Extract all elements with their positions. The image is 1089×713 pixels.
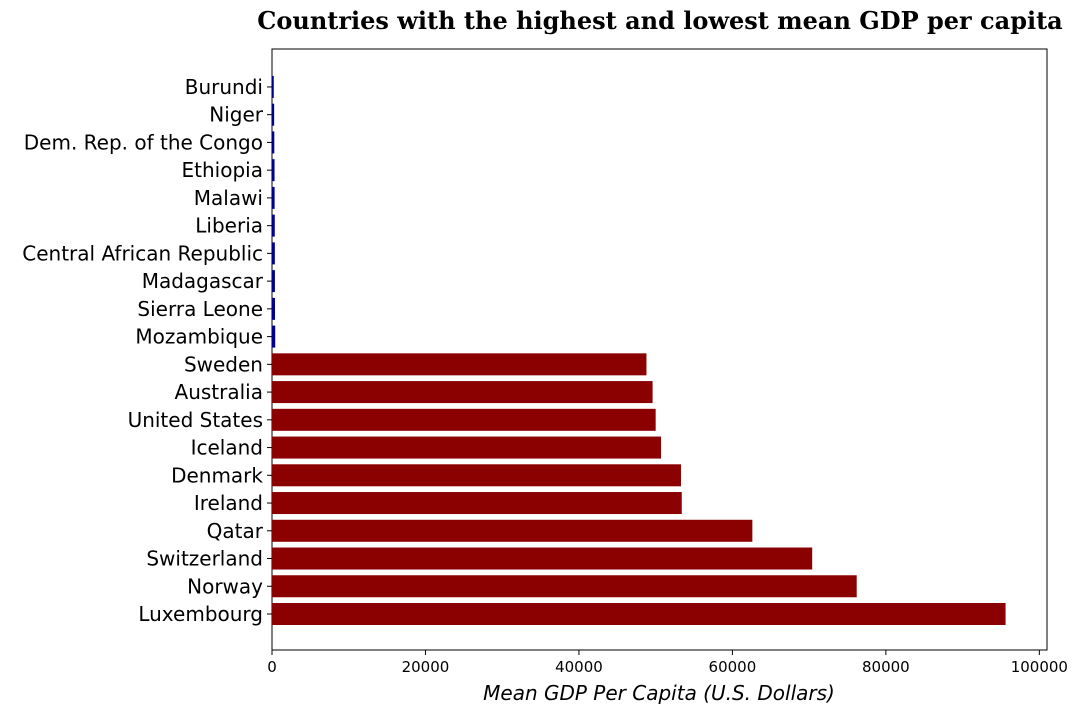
bar-ireland: [272, 492, 682, 515]
y-tick-label: Burundi: [185, 75, 263, 99]
x-ticks: 0 20000 40000 60000 80000 100000: [267, 650, 1068, 676]
bar-denmark: [272, 464, 681, 487]
y-tick-label: Switzerland: [146, 547, 263, 571]
bar-australia: [272, 381, 653, 404]
bar-luxembourg: [272, 603, 1006, 625]
bar-sweden: [272, 353, 647, 376]
y-tick-label: Malawi: [194, 186, 263, 210]
chart-title: Countries with the highest and lowest me…: [257, 6, 1062, 35]
x-tick-label: 80000: [862, 658, 910, 676]
y-tick-label: Qatar: [207, 519, 264, 543]
bar-dem-rep-of-the-congo: [272, 131, 275, 154]
y-tick-label: Iceland: [191, 436, 263, 460]
bar-iceland: [272, 436, 662, 459]
bar-norway: [272, 575, 857, 598]
y-tick-label: Madagascar: [142, 269, 264, 293]
y-tick-label: Australia: [175, 380, 263, 404]
bar-burundi: [272, 75, 274, 98]
y-tick-label: Liberia: [195, 214, 263, 238]
y-tick-label: Sweden: [184, 352, 263, 376]
x-axis-label: Mean GDP Per Capita (U.S. Dollars): [483, 681, 835, 705]
y-tick-label: Niger: [209, 103, 264, 127]
y-tick-label: Luxembourg: [138, 602, 263, 626]
bar-ethiopia: [272, 159, 275, 182]
y-tick-label: Mozambique: [135, 325, 263, 349]
x-tick-label: 40000: [555, 658, 603, 676]
x-tick-label: 20000: [402, 658, 450, 676]
y-tick-label: Dem. Rep. of the Congo: [24, 130, 263, 154]
bar-mozambique: [272, 325, 276, 348]
y-tick-labels: Luxembourg Norway Switzerland Qatar Ireland D…: [22, 75, 272, 626]
bar-united-states: [272, 408, 656, 431]
y-tick-label: Ireland: [194, 491, 263, 515]
y-tick-label: Denmark: [171, 463, 263, 487]
bar-malawi: [272, 186, 275, 209]
y-tick-label: United States: [128, 408, 263, 432]
bar-madagascar: [272, 270, 275, 293]
bar-switzerland: [272, 547, 813, 570]
y-tick-label: Norway: [187, 574, 263, 598]
bar-liberia: [272, 214, 275, 237]
bar-sierra-leone: [272, 297, 275, 320]
bar-niger: [272, 103, 275, 126]
x-tick-label: 0: [267, 658, 277, 676]
bar-central-african-republic: [272, 242, 275, 265]
y-tick-label: Ethiopia: [182, 158, 263, 182]
x-tick-label: 60000: [709, 658, 757, 676]
y-tick-label: Central African Republic: [22, 241, 263, 265]
x-tick-label: 100000: [1011, 658, 1068, 676]
bar-qatar: [272, 519, 753, 542]
y-tick-label: Sierra Leone: [137, 297, 263, 321]
bars-group: [272, 75, 1006, 625]
